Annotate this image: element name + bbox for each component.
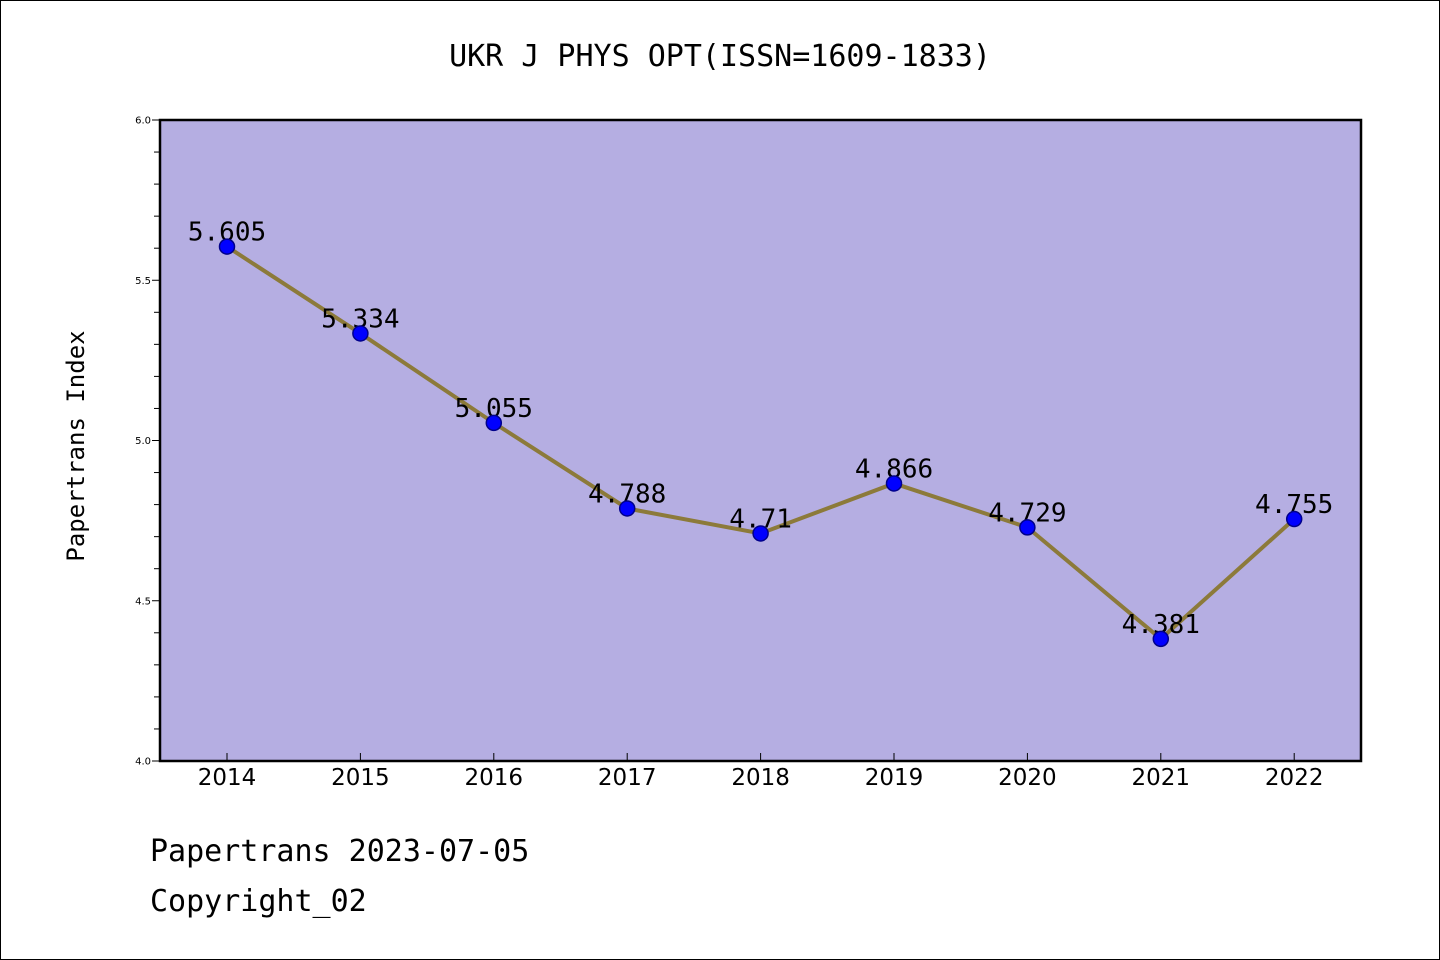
x-tick-label: 2019 <box>865 765 924 791</box>
x-tick-label: 2017 <box>598 765 657 791</box>
y-tick-label: 5.5 <box>135 276 151 287</box>
footer-date: Papertrans 2023-07-05 <box>150 834 530 869</box>
y-tick-label: 4.5 <box>135 596 151 607</box>
y-tick-label: 4.0 <box>135 757 151 768</box>
x-axis: 2014 2015 2016 2017 2018 2019 2020 2021 2022 <box>198 753 1324 791</box>
data-point <box>618 500 636 517</box>
plot-border <box>158 118 1363 763</box>
data-points <box>218 238 1303 648</box>
x-tick-label: 2022 <box>1265 765 1324 791</box>
data-point <box>218 238 236 255</box>
plot-area <box>160 120 1361 761</box>
x-tick-label: 2015 <box>331 765 390 791</box>
data-point <box>485 414 503 432</box>
y-tick-label: 6.0 <box>135 116 151 127</box>
footer-copyright: Copyright_02 <box>150 884 367 919</box>
data-point <box>885 475 903 492</box>
x-tick-label: 2018 <box>731 765 790 791</box>
x-tick-label: 2020 <box>998 765 1057 791</box>
chart-title: UKR J PHYS OPT(ISSN=1609-1833) <box>449 39 991 74</box>
x-tick-label: 2016 <box>465 765 524 791</box>
data-point <box>752 525 769 542</box>
y-axis-label: Papertrans Index <box>62 330 90 561</box>
y-axis: 4.0 4.5 5.0 5.5 6.0 <box>135 116 160 768</box>
x-tick-label: 2021 <box>1132 765 1191 791</box>
data-point <box>1019 519 1036 536</box>
data-point <box>352 325 369 342</box>
x-tick-label: 2014 <box>198 765 257 791</box>
data-point <box>1285 510 1303 528</box>
data-point <box>1152 630 1170 648</box>
y-tick-label: 5.0 <box>135 436 151 447</box>
